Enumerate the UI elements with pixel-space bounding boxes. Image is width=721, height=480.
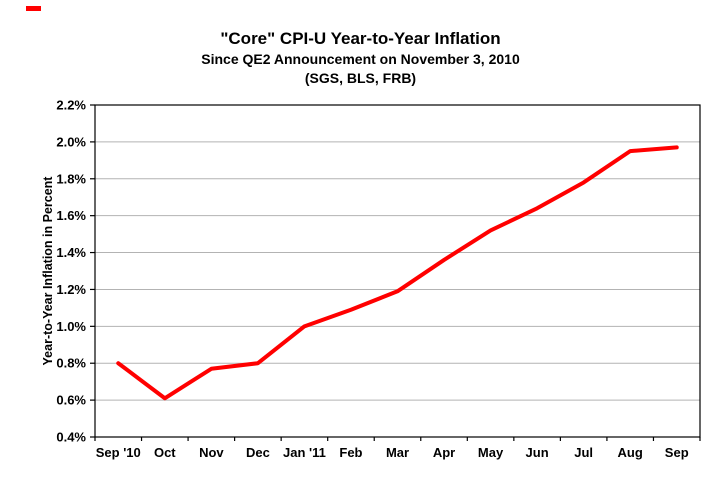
x-axis-category-label: Sep '10: [96, 445, 141, 460]
chart-title: "Core" CPI-U Year-to-Year Inflation: [220, 29, 501, 48]
y-axis-tick-label: 2.0%: [56, 134, 86, 149]
x-axis-category-label: Sep: [665, 445, 689, 460]
plot-border: [94, 104, 701, 438]
inflation-line-series: [116, 145, 679, 401]
x-axis-category-label: Dec: [246, 445, 270, 460]
x-axis-category-label: May: [478, 445, 504, 460]
x-axis-category-label: Oct: [154, 445, 176, 460]
x-axis-category-label: Jan '11: [283, 445, 326, 460]
chart-source-line: (SGS, BLS, FRB): [304, 70, 417, 86]
x-axis-category-label: Feb: [339, 445, 362, 460]
x-axis-category-label: Jul: [574, 445, 593, 460]
x-axis-category-label: Jun: [526, 445, 549, 460]
red-artifact-mark: [26, 6, 41, 11]
y-axis-tick-label: 1.6%: [56, 208, 86, 223]
y-axis-tick-label: 0.8%: [56, 356, 86, 371]
x-axis-category-label: Apr: [433, 445, 455, 460]
chart-subtitle: Since QE2 Announcement on November 3, 20…: [201, 51, 520, 67]
y-axis-tick-label: 1.2%: [56, 282, 86, 297]
y-axis-tick-label: 1.8%: [56, 171, 86, 186]
y-axis-tick-label: 0.4%: [56, 430, 86, 445]
y-axis-title: Year-to-Year Inflation in Percent: [41, 176, 55, 366]
chart-header: "Core" CPI-U Year-to-Year Inflation Sinc…: [0, 28, 721, 88]
x-axis-category-label: Mar: [386, 445, 409, 460]
x-axis-category-label: Nov: [199, 445, 224, 460]
y-axis-tick-label: 1.4%: [56, 245, 86, 260]
y-axis-tick-label: 1.0%: [56, 319, 86, 334]
y-axis-tick-label: 2.2%: [56, 98, 86, 113]
x-axis-category-label: Aug: [618, 445, 643, 460]
y-axis-tick-label: 0.6%: [56, 393, 86, 408]
